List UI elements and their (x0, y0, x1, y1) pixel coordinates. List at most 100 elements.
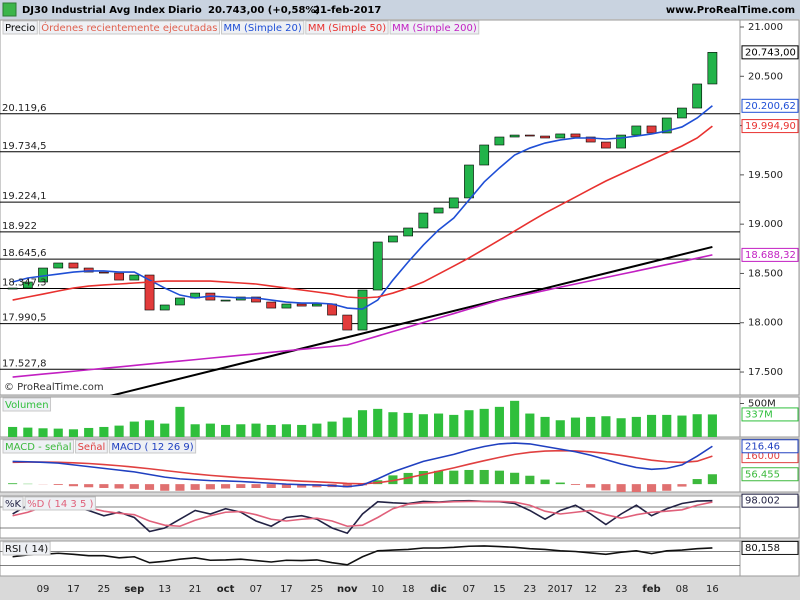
value-label: 18.688,32 (745, 250, 796, 261)
x-tick-label: 16 (706, 584, 719, 595)
x-tick-label: 23 (523, 584, 536, 595)
x-tick-label: 2017 (548, 584, 573, 595)
bar (464, 410, 474, 437)
bar (388, 475, 398, 485)
bar (707, 414, 717, 437)
bar (646, 484, 657, 492)
bar (540, 416, 550, 437)
candle (342, 314, 353, 331)
line (12, 545, 713, 566)
candle (631, 125, 642, 136)
legend-box (24, 496, 96, 511)
bar (129, 484, 139, 489)
bar (8, 483, 18, 485)
bar (84, 427, 94, 437)
value-label: 160.00 (745, 451, 780, 462)
candle (601, 141, 611, 149)
candle (494, 136, 505, 146)
candle (540, 135, 550, 139)
bar (144, 420, 155, 437)
legend-entry: Órdenes recientemente ejecutadas (41, 21, 217, 34)
bar (53, 484, 63, 486)
candle (296, 303, 307, 307)
bar (494, 470, 504, 485)
candle (677, 107, 687, 119)
x-tick-label: 07 (463, 584, 476, 595)
x-tick-label: 12 (584, 584, 597, 595)
x-tick-label: oct (217, 584, 235, 595)
bar (388, 412, 398, 437)
bar (342, 417, 352, 437)
candle (175, 297, 185, 306)
watermark: © ProRealTime.com (4, 382, 104, 393)
candle (129, 274, 140, 281)
bar (692, 414, 702, 437)
candle (524, 134, 535, 137)
x-tick-label: 23 (615, 584, 628, 595)
bar (570, 484, 581, 486)
panel (0, 396, 741, 438)
candle (661, 117, 672, 134)
candle (7, 287, 18, 290)
y-tick-label: 21.000 (748, 22, 783, 33)
candle (418, 212, 429, 229)
bar (38, 428, 48, 437)
bar (297, 484, 307, 488)
level-label: 17.990,5 (2, 313, 47, 324)
candle (692, 83, 703, 109)
value-label: 19.994,90 (745, 121, 796, 132)
level-label: 20.119,6 (2, 103, 47, 114)
bar (631, 416, 641, 437)
bar (205, 484, 215, 490)
bar (662, 484, 672, 491)
legend-entry: Precio (5, 23, 35, 34)
x-tick-label: 15 (493, 584, 506, 595)
bar (53, 428, 63, 437)
candle (616, 134, 626, 149)
bar (479, 469, 489, 485)
bar (190, 484, 200, 490)
x-tick-label: 13 (158, 584, 171, 595)
legend-entry: %K (5, 499, 22, 510)
value-label: 56.455 (745, 469, 780, 480)
bar (464, 469, 474, 485)
legend-entry: MM (Simple 20) (224, 23, 302, 34)
candle (509, 134, 520, 138)
bar (251, 484, 261, 488)
x-tick-label: 10 (371, 584, 384, 595)
candle (707, 52, 718, 85)
value-label-box (741, 247, 799, 262)
bar (114, 425, 124, 437)
bar (601, 416, 611, 437)
level-label: 18.922 (2, 221, 37, 232)
bar (84, 484, 94, 488)
bar (631, 484, 641, 492)
x-tick-label: nov (337, 584, 358, 595)
candle (22, 281, 33, 289)
value-label: 216.46 (745, 441, 780, 452)
bar (540, 479, 550, 485)
candle (159, 304, 170, 311)
level-label: 19.734,5 (2, 141, 47, 152)
header-bar (0, 0, 800, 19)
candle (448, 197, 459, 209)
bar (327, 421, 337, 437)
bar (586, 416, 596, 437)
candle (479, 144, 490, 166)
candle (570, 133, 581, 138)
bar (677, 484, 687, 487)
legend-box (305, 20, 389, 35)
bar (616, 418, 626, 437)
bar (175, 406, 185, 437)
legend-box (221, 20, 305, 35)
bar (23, 427, 33, 437)
candle (266, 301, 277, 309)
bar (449, 470, 459, 485)
line (12, 449, 713, 485)
bar (586, 484, 596, 488)
bar (68, 429, 79, 437)
bar (342, 484, 352, 488)
candle (311, 303, 322, 307)
